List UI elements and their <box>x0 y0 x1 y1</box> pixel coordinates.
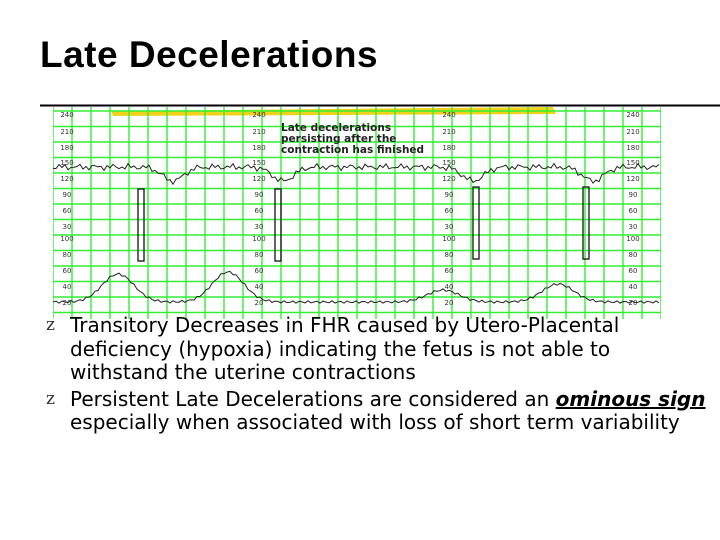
fhr-scale-label: 240 <box>442 111 455 119</box>
fhr-scale-label: 30 <box>255 223 264 231</box>
bullet-text: Transitory Decreases in FHR caused by Ut… <box>70 313 620 384</box>
fhr-scale-label: 210 <box>442 128 455 136</box>
bullet-list: z Transitory Decreases in FHR caused by … <box>46 313 706 435</box>
fhr-scale-label: 90 <box>255 191 264 199</box>
toco-scale-label: 80 <box>255 251 264 259</box>
toco-scale-label: 100 <box>60 235 73 243</box>
fhr-scale-label: 240 <box>60 111 73 119</box>
bullet-text-suffix: especially when associated with loss of … <box>70 410 680 434</box>
ctg-strip-image: 240 210 180 150 120 90 60 30 100 80 60 40 20 240 210 18… <box>53 107 661 319</box>
fhr-scale-label: 120 <box>626 175 639 183</box>
toco-scale-label: 60 <box>63 267 72 275</box>
ominous-sign-emphasis: ominous sign <box>555 386 706 411</box>
fhr-trace <box>53 162 660 186</box>
toco-scale-label: 80 <box>629 251 638 259</box>
contraction-marker <box>137 188 145 262</box>
fhr-scale-label: 120 <box>60 175 73 183</box>
toco-scale-label: 20 <box>63 299 72 307</box>
fhr-scale-label: 60 <box>445 207 454 215</box>
fhr-scale-label: 60 <box>63 207 72 215</box>
contraction-marker <box>274 188 282 262</box>
fhr-scale-label: 60 <box>255 207 264 215</box>
toco-scale-label: 40 <box>63 283 72 291</box>
toco-scale-label: 60 <box>629 267 638 275</box>
toco-scale-label: 20 <box>629 299 638 307</box>
fhr-scale-label: 150 <box>442 159 455 167</box>
toco-scale-label: 20 <box>445 299 454 307</box>
fhr-scale-label: 120 <box>252 175 265 183</box>
fhr-scale-label: 180 <box>442 144 455 152</box>
bullet-icon: z <box>46 388 55 409</box>
bullet-text-prefix: Persistent Late Decelerations are consid… <box>70 386 556 411</box>
fhr-scale-label: 210 <box>626 128 639 136</box>
bullet-item: z Transitory Decreases in FHR caused by … <box>46 313 706 385</box>
annotation-text: Late decelerations persisting after the co… <box>281 122 424 156</box>
bullet-item: z Persistent Late Decelerations are cons… <box>46 386 706 435</box>
fhr-scale-label: 60 <box>629 207 638 215</box>
fhr-scale-label: 30 <box>445 223 454 231</box>
fhr-scale-label: 180 <box>252 144 265 152</box>
toco-scale-label: 80 <box>445 251 454 259</box>
toco-scale-label: 40 <box>255 283 264 291</box>
fhr-scale-label: 90 <box>445 191 454 199</box>
toco-scale-label: 100 <box>626 235 639 243</box>
toco-scale-label: 40 <box>445 283 454 291</box>
toco-trace <box>53 270 660 304</box>
fhr-scale-label: 150 <box>60 159 73 167</box>
fhr-scale-label: 30 <box>63 223 72 231</box>
slide-title: Late Decelerations <box>40 34 379 75</box>
fhr-scale-label: 240 <box>252 111 265 119</box>
fhr-scale-label: 210 <box>252 128 265 136</box>
toco-scale-label: 60 <box>445 267 454 275</box>
fhr-scale-label: 30 <box>629 223 638 231</box>
fhr-scale-label: 150 <box>626 159 639 167</box>
toco-scale-label: 100 <box>252 235 265 243</box>
toco-scale-label: 100 <box>442 235 455 243</box>
fhr-scale-label: 180 <box>60 144 73 152</box>
fhr-scale-label: 150 <box>252 159 265 167</box>
toco-scale-label: 60 <box>255 267 264 275</box>
toco-scale-label: 40 <box>629 283 638 291</box>
toco-scale-label: 20 <box>255 299 264 307</box>
fhr-scale-label: 210 <box>60 128 73 136</box>
contraction-marker <box>582 186 590 260</box>
fhr-scale-label: 240 <box>626 111 639 119</box>
bullet-icon: z <box>46 315 55 335</box>
title-underline <box>40 104 720 107</box>
fhr-scale-label: 90 <box>63 191 72 199</box>
toco-scale-label: 80 <box>63 251 72 259</box>
contraction-marker <box>472 186 480 260</box>
fhr-scale-label: 90 <box>629 191 638 199</box>
fhr-scale-label: 120 <box>442 175 455 183</box>
fhr-scale-label: 180 <box>626 144 639 152</box>
